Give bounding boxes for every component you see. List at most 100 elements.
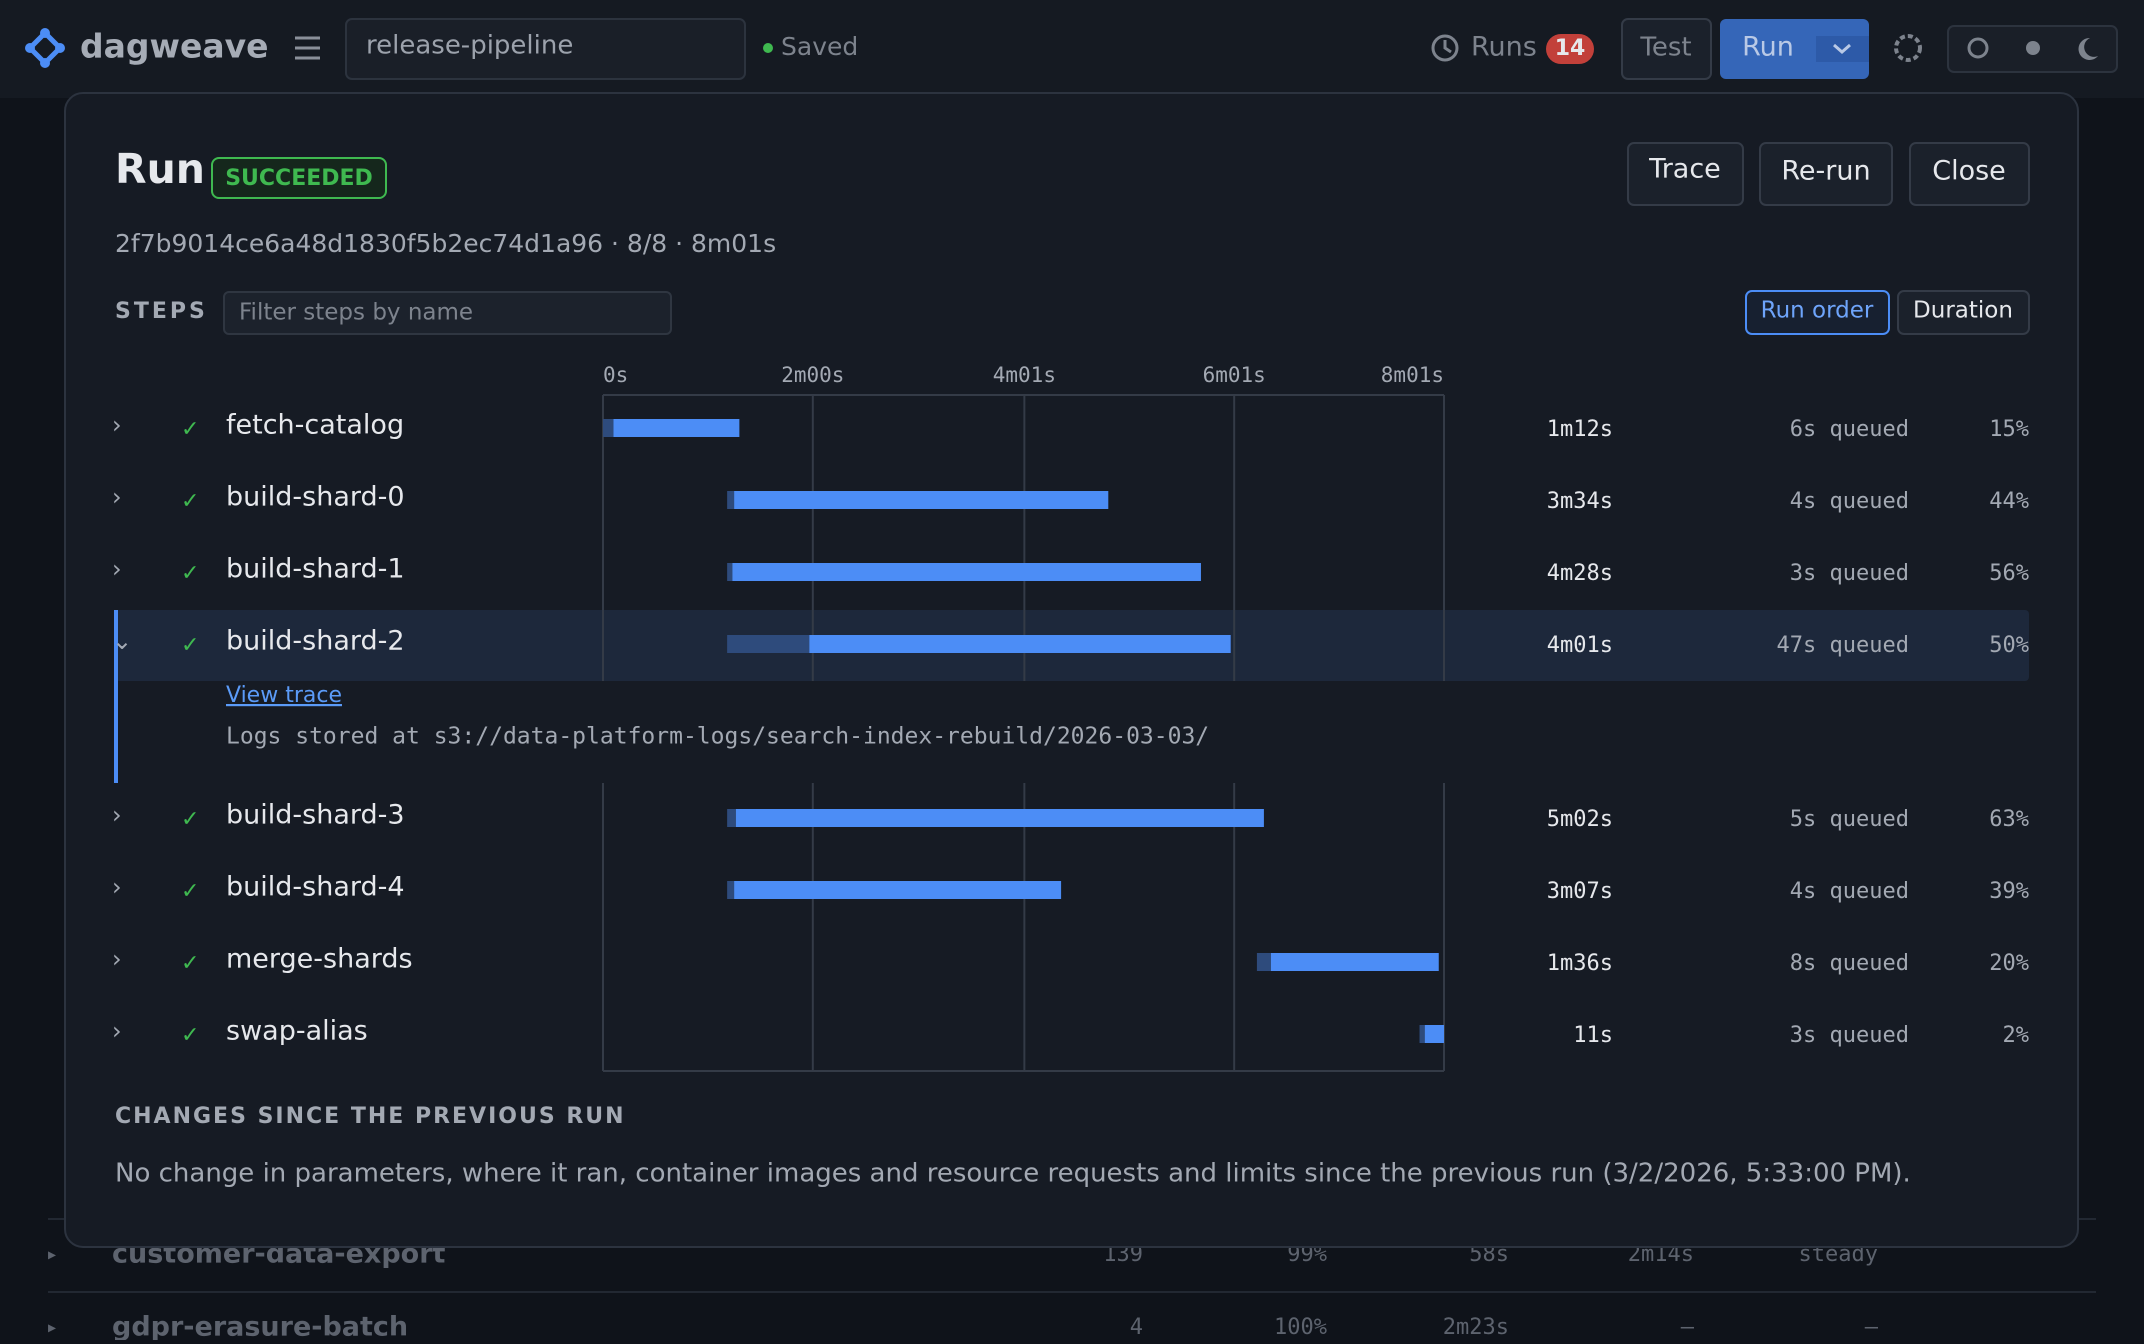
- share-label: 50%: [1989, 633, 2029, 658]
- queue-bar: [1256, 953, 1271, 971]
- theme-dark[interactable]: [2078, 37, 2098, 60]
- status-check: ✓: [181, 633, 199, 658]
- queued-label: 6s queued: [1790, 417, 1909, 442]
- run-bar: [734, 881, 1062, 899]
- runs-link[interactable]: Runs: [1471, 32, 1537, 63]
- menu-button[interactable]: [295, 36, 320, 60]
- status-badge: [211, 157, 387, 199]
- queued-label: 8s queued: [1790, 951, 1909, 976]
- changes-title: CHANGES SINCE THE PREVIOUS RUN: [115, 1104, 626, 1129]
- brand: dagweave: [80, 27, 269, 66]
- sort-run-order[interactable]: [1745, 290, 1890, 335]
- theme-light[interactable]: [2026, 41, 2040, 55]
- status-dot: [763, 43, 773, 53]
- queue-bar: [603, 419, 614, 437]
- duration-label: 4m28s: [1547, 561, 1613, 586]
- expanded-accent: [114, 610, 118, 783]
- duration-label: 3m34s: [1547, 489, 1613, 514]
- row-name: gdpr-erasure-batch: [112, 1312, 408, 1341]
- row-stat: –: [1681, 1315, 1695, 1340]
- queue-bar: [727, 491, 735, 509]
- run-button[interactable]: [1720, 19, 1869, 79]
- x-tick-label: 8m01s: [1381, 363, 1444, 387]
- queue-bar: [727, 635, 810, 653]
- expand-chevron[interactable]: ›: [112, 1017, 122, 1045]
- queue-bar: [1419, 1025, 1425, 1043]
- queue-bar: [727, 563, 733, 581]
- share-label: 56%: [1989, 561, 2029, 586]
- step-name: build-shard-3: [226, 800, 405, 831]
- sort-duration[interactable]: [1897, 290, 2030, 335]
- row-caret: ▸: [48, 1318, 56, 1337]
- x-tick-label: 4m01s: [993, 363, 1056, 387]
- step-name: merge-shards: [226, 944, 413, 975]
- queue-bar: [727, 881, 735, 899]
- x-tick-label: 6m01s: [1203, 363, 1266, 387]
- sort-duration-label: Duration: [1913, 298, 2013, 324]
- status-text: SUCCEEDED: [225, 166, 373, 191]
- test-label: Test: [1639, 33, 1691, 63]
- step-name: build-shard-4: [226, 872, 405, 903]
- expand-chevron[interactable]: ›: [112, 555, 122, 583]
- run-dropdown[interactable]: [1816, 36, 1869, 62]
- gantt-chart: 0s 2m00s 4m01s 6m01s 8m01s › ✓ fetch-catalog 1m1…: [112, 363, 2030, 1072]
- changes-text: No change in parameters, where it ran, c…: [115, 1159, 1911, 1189]
- share-label: 20%: [1989, 951, 2029, 976]
- step-name: fetch-catalog: [226, 410, 404, 441]
- row-caret: ▸: [48, 1245, 56, 1264]
- filter-placeholder: Filter steps by name: [239, 300, 473, 326]
- row-stat: –: [1865, 1315, 1879, 1340]
- share-label: 63%: [1989, 807, 2029, 832]
- test-button[interactable]: [1621, 18, 1712, 80]
- status-check: ✓: [181, 879, 199, 904]
- queued-label: 3s queued: [1790, 561, 1909, 586]
- theme-auto[interactable]: [1967, 37, 1989, 59]
- run-label: Run: [1742, 32, 1794, 63]
- save-status: Saved: [781, 32, 858, 61]
- run-bar: [1424, 1025, 1444, 1043]
- pipeline-input[interactable]: [345, 18, 746, 80]
- queued-label: 4s queued: [1790, 879, 1909, 904]
- step-name: swap-alias: [226, 1016, 368, 1047]
- step-name: build-shard-1: [226, 554, 405, 585]
- run-bar: [1270, 953, 1439, 971]
- sort-run-order-label: Run order: [1761, 298, 1874, 324]
- view-trace-link[interactable]: View trace: [226, 683, 342, 708]
- status-check: ✓: [181, 807, 199, 832]
- row-stat: 2m23s: [1443, 1315, 1509, 1340]
- expand-chevron[interactable]: ›: [112, 801, 122, 829]
- settings-button[interactable]: [1894, 34, 1922, 62]
- expand-chevron[interactable]: ›: [112, 483, 122, 511]
- filter-input[interactable]: [223, 291, 672, 335]
- rerun-label: Re-run: [1781, 156, 1870, 187]
- close-button[interactable]: [1909, 142, 2030, 206]
- status-check: ✓: [181, 417, 199, 442]
- dropdown-caret: [1833, 43, 1851, 54]
- log-location: Logs stored at s3://data-platform-logs/s…: [226, 724, 1209, 750]
- expand-chevron[interactable]: ⌄: [112, 627, 132, 655]
- share-label: 2%: [2003, 1023, 2030, 1048]
- rerun-button[interactable]: [1759, 142, 1893, 206]
- queued-label: 47s queued: [1777, 633, 1909, 658]
- row-stat: 100%: [1274, 1315, 1327, 1340]
- duration-label: 1m36s: [1547, 951, 1613, 976]
- run-bar: [735, 809, 1264, 827]
- run-bar: [734, 491, 1109, 509]
- expand-chevron[interactable]: ›: [112, 411, 122, 439]
- pipeline-name: release-pipeline: [366, 31, 573, 61]
- status-check: ✓: [181, 1023, 199, 1048]
- queue-bar: [727, 809, 736, 827]
- expand-chevron[interactable]: ›: [112, 945, 122, 973]
- duration-label: 11s: [1573, 1023, 1613, 1048]
- trace-button[interactable]: [1627, 142, 1744, 206]
- share-label: 15%: [1989, 417, 2029, 442]
- modal-title: Run: [115, 145, 205, 193]
- run-bar: [732, 563, 1201, 581]
- run-summary: 2f7b9014ce6a48d1830f5b2ec74d1a96 · 8/8 ·…: [115, 229, 776, 258]
- expand-chevron[interactable]: ›: [112, 873, 122, 901]
- runs-badge: [1546, 34, 1594, 64]
- queued-label: 5s queued: [1790, 807, 1909, 832]
- duration-label: 5m02s: [1547, 807, 1613, 832]
- step-name: build-shard-0: [226, 482, 405, 513]
